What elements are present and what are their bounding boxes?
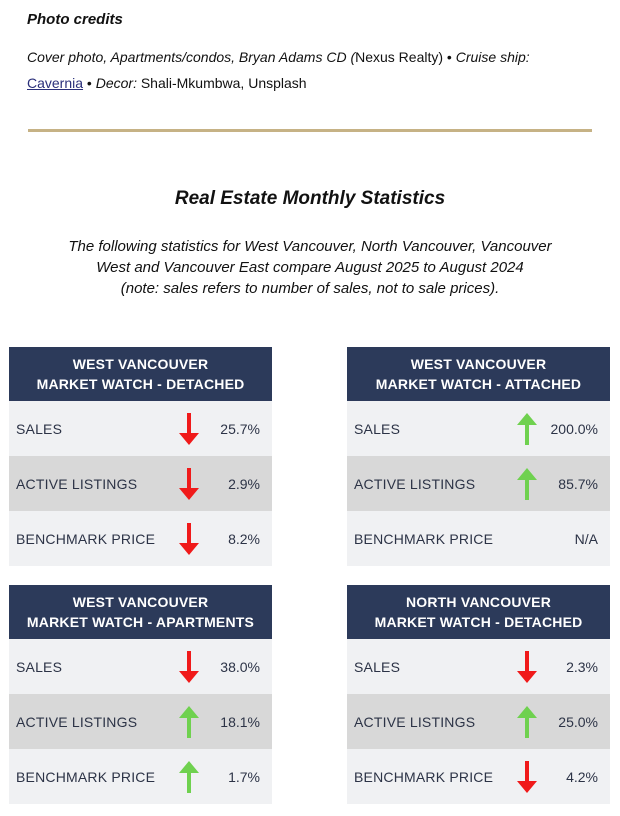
card-west-vancouver-attached: WEST VANCOUVER MARKET WATCH - ATTACHED SAL…: [347, 347, 610, 566]
stats-intro: The following statistics for West Vancou…: [40, 236, 580, 299]
stat-label: SALES: [354, 420, 401, 437]
stat-value: 2.3%: [566, 658, 598, 675]
card-header-line-2: MARKET WATCH - ATTACHED: [375, 376, 582, 392]
card-header-line-1: WEST VANCOUVER: [410, 356, 547, 372]
credits-part-5: •: [83, 75, 96, 91]
arrow-up-icon: [179, 705, 199, 738]
stat-value: 18.1%: [220, 713, 260, 730]
card-header: WEST VANCOUVER MARKET WATCH - APARTMENTS: [9, 585, 272, 639]
card-header: NORTH VANCOUVER MARKET WATCH - DETACHED: [347, 585, 610, 639]
arrow-down-icon: [517, 760, 537, 793]
stat-row: ACTIVE LISTINGS 2.9%: [9, 456, 272, 511]
stat-row: ACTIVE LISTINGS 25.0%: [347, 694, 610, 749]
credits-part-6: Decor:: [95, 75, 141, 91]
card-header-line-1: NORTH VANCOUVER: [405, 594, 552, 610]
arrow-up-icon: [517, 705, 537, 738]
credits-part-7: Shali-Mkumbwa, Unsplash: [140, 75, 307, 91]
stat-row: ACTIVE LISTINGS 85.7%: [347, 456, 610, 511]
credits-part-1: Cover photo, Apartments/condos, Bryan Ad…: [27, 49, 356, 65]
stat-value: 85.7%: [558, 475, 598, 492]
stat-row: SALES 200.0%: [347, 401, 610, 456]
card-west-vancouver-apartments: WEST VANCOUVER MARKET WATCH - APARTMENTS S…: [9, 585, 272, 804]
gold-divider: [28, 129, 592, 132]
stat-row: BENCHMARK PRICE N/A: [347, 511, 610, 566]
stat-row: SALES 2.3%: [347, 639, 610, 694]
stat-value: 200.0%: [550, 420, 598, 437]
stat-value: N/A: [574, 530, 598, 547]
stats-title: Real Estate Monthly Statistics: [174, 188, 446, 209]
stat-row: BENCHMARK PRICE 8.2%: [9, 511, 272, 566]
stat-label: ACTIVE LISTINGS: [16, 475, 138, 492]
card-header-line-2: MARKET WATCH - DETACHED: [374, 614, 583, 630]
stat-label: BENCHMARK PRICE: [16, 768, 156, 785]
stat-row: SALES 25.7%: [9, 401, 272, 456]
arrow-up-icon: [179, 760, 199, 793]
card-west-vancouver-detached: WEST VANCOUVER MARKET WATCH - DETACHED SAL…: [9, 347, 272, 566]
arrow-down-icon: [517, 650, 537, 683]
stat-label: BENCHMARK PRICE: [354, 530, 494, 547]
stat-label: BENCHMARK PRICE: [16, 530, 156, 547]
arrow-up-icon: [517, 467, 537, 500]
card-header-line-1: WEST VANCOUVER: [72, 594, 209, 610]
arrow-down-icon: [179, 467, 199, 500]
photo-credits-text: Cover photo, Apartments/condos, Bryan Ad…: [27, 44, 587, 96]
card-header-line-1: WEST VANCOUVER: [72, 356, 209, 372]
stat-value: 25.0%: [558, 713, 598, 730]
stat-value: 2.9%: [228, 475, 260, 492]
credits-part-3: ) •: [438, 49, 456, 65]
stats-intro-line-1: The following statistics for West Vancou…: [68, 238, 552, 255]
credits-part-4: Cruise ship:: [455, 49, 530, 65]
stat-label: SALES: [354, 658, 401, 675]
stat-label: SALES: [16, 420, 63, 437]
stat-value: 4.2%: [566, 768, 598, 785]
stat-row: BENCHMARK PRICE 4.2%: [347, 749, 610, 804]
stat-label: ACTIVE LISTINGS: [354, 713, 476, 730]
stat-label: SALES: [16, 658, 63, 675]
stat-row: BENCHMARK PRICE 1.7%: [9, 749, 272, 804]
card-header-line-2: MARKET WATCH - DETACHED: [36, 376, 245, 392]
arrow-down-icon: [179, 412, 199, 445]
stats-intro-line-3: (note: sales refers to number of sales, …: [120, 280, 500, 297]
arrow-up-icon: [517, 412, 537, 445]
stat-label: BENCHMARK PRICE: [354, 768, 494, 785]
stat-value: 38.0%: [220, 658, 260, 675]
arrow-down-icon: [179, 650, 199, 683]
stat-value: 1.7%: [228, 768, 260, 785]
card-header: WEST VANCOUVER MARKET WATCH - DETACHED: [9, 347, 272, 401]
stat-row: SALES 38.0%: [9, 639, 272, 694]
stat-label: ACTIVE LISTINGS: [354, 475, 476, 492]
card-north-vancouver-detached: NORTH VANCOUVER MARKET WATCH - DETACHED SA…: [347, 585, 610, 804]
cavernia-link[interactable]: Cavernia: [27, 75, 84, 91]
stat-value: 8.2%: [228, 530, 260, 547]
card-header-line-2: MARKET WATCH - APARTMENTS: [26, 614, 255, 630]
photo-credits-title: Photo credits: [27, 11, 123, 28]
stat-row: ACTIVE LISTINGS 18.1%: [9, 694, 272, 749]
credits-part-2: Nexus Realty: [355, 49, 439, 65]
card-header: WEST VANCOUVER MARKET WATCH - ATTACHED: [347, 347, 610, 401]
arrow-down-icon: [179, 522, 199, 555]
stats-intro-line-2: West and Vancouver East compare August 2…: [96, 259, 524, 276]
stat-value: 25.7%: [220, 420, 260, 437]
stat-label: ACTIVE LISTINGS: [16, 713, 138, 730]
